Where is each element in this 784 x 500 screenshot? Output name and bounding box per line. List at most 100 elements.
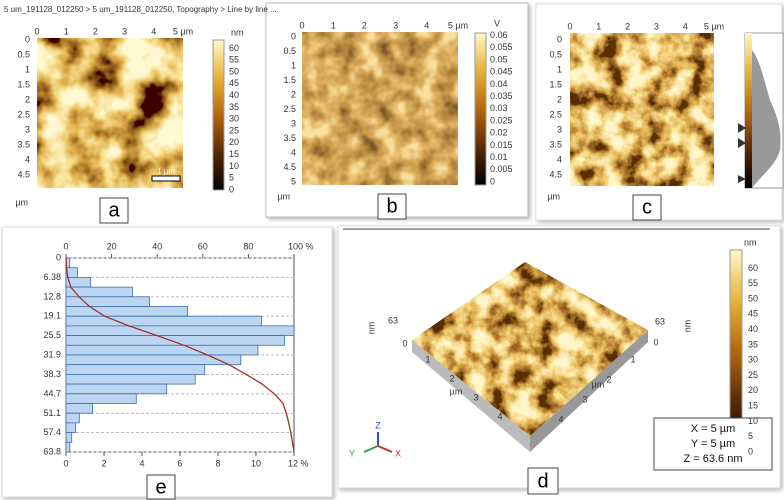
bar [65, 335, 285, 346]
colorbar-tick-label: 40 [748, 324, 758, 334]
label-box [377, 193, 407, 220]
y-tick-label: 63.8 [43, 446, 61, 456]
x-tick-label: 2 [362, 20, 367, 30]
colorbar-tick-label: 0.01 [490, 152, 508, 162]
colorbar-tick-label: 50 [748, 293, 758, 303]
y-tick-label: 2.5 [17, 109, 30, 119]
x-tick-label: 4 [424, 20, 429, 30]
bar [65, 373, 196, 385]
colorbar-tick-label: 0.015 [490, 140, 513, 150]
range-markers [738, 123, 746, 183]
colorbar-unit: V [494, 18, 500, 28]
panel-label: b [386, 195, 397, 217]
y-tick-label: 4.5 [283, 162, 296, 172]
axis-tick-label: 4 [558, 414, 563, 424]
topography-image [37, 38, 183, 188]
colorbar-tick-label: 60 [748, 263, 758, 273]
x-tick-label: 10 [251, 458, 261, 468]
x-tick-label: 2 [101, 458, 106, 468]
colorbar [745, 33, 752, 188]
y-tick-label: 2.5 [283, 104, 296, 114]
bar [65, 344, 259, 356]
axis-tick-label: 2 [449, 373, 454, 383]
z-unit: nm [366, 322, 376, 335]
y-tick-label: 0.5 [17, 49, 30, 59]
bar [65, 422, 76, 433]
colorbar-tick-label: 20 [748, 385, 758, 395]
colorbar-tick-label: 0.045 [490, 67, 513, 77]
x2-tick-label: 40 [152, 241, 162, 251]
label-box [99, 197, 129, 224]
axis-unit: µm [450, 386, 463, 396]
axis-icon-label: Y [349, 448, 355, 458]
panel-label: d [537, 470, 548, 492]
bar [65, 412, 80, 424]
colorbar-tick-label: 0.055 [490, 42, 513, 52]
y-tick-label: 1 [25, 64, 30, 74]
y-tick-label: 4 [25, 154, 30, 164]
panel-label: c [642, 196, 652, 218]
info-line: Z = 63.6 nm [683, 453, 742, 465]
label-box [527, 467, 559, 495]
y-tick-label: 25.5 [43, 330, 61, 340]
bar [65, 364, 206, 375]
colorbar-unit: nm [231, 27, 244, 37]
colorbar-tick-label: 0 [748, 446, 753, 456]
x-tick-label: 1 [64, 26, 69, 36]
x2-tick-label: 80 [243, 241, 253, 251]
y-tick-label: 0 [25, 34, 30, 44]
x-tick-label: 4 [139, 458, 144, 468]
label-box [146, 474, 176, 500]
info-box [653, 417, 773, 471]
file-header: 5 um_191128_012250 > 5 um_191128_012250,… [4, 5, 277, 14]
colorbar-tick-label: 55 [229, 55, 239, 65]
y-tick-label: 2 [25, 94, 30, 104]
axis-tick-label: 3 [473, 392, 478, 402]
colorbar-tick-label: 15 [229, 149, 239, 159]
colorbar-tick-label: 45 [229, 78, 239, 88]
x-tick-label: 2 [625, 21, 630, 31]
colorbar-tick-label: 5 [229, 173, 234, 183]
y-tick-label: 4.5 [549, 169, 562, 179]
x-tick-label: 3 [393, 20, 398, 30]
y-tick-label: 5 [291, 176, 296, 186]
info-line: Y = 5 µm [691, 438, 735, 450]
surface-skirt [530, 330, 648, 452]
axis-unit: µm [592, 379, 605, 389]
colorbar-tick-label: 5 [748, 431, 753, 441]
label-box [632, 194, 662, 221]
y-tick-label: 57.4 [43, 427, 61, 437]
scale-bar [151, 175, 181, 182]
colorbar-tick-label: 0 [229, 184, 234, 194]
y-tick-label: 6.38 [43, 272, 61, 282]
x-tick-label: 8 [215, 458, 220, 468]
cumulative-line [65, 257, 295, 453]
y-tick-label: 1 [291, 60, 296, 70]
y-tick-label: 4 [557, 154, 562, 164]
y-unit: µm [547, 191, 560, 201]
y-tick-label: 3.5 [549, 139, 562, 149]
y-tick-label: 3.5 [283, 133, 296, 143]
y-tick-label: 0 [56, 252, 61, 262]
y-tick-label: 51.1 [43, 408, 61, 418]
panel-label: a [108, 199, 120, 221]
z-zero: 0 [402, 338, 407, 348]
scale-bar-label: 1 µm [157, 167, 175, 176]
x-tick-label: 5 µm [448, 20, 468, 30]
surface-skirt [412, 340, 530, 452]
x-tick-label: 5 µm [173, 26, 193, 36]
colorbar-tick-label: 0.035 [490, 91, 513, 101]
colorbar-tick-label: 30 [229, 114, 239, 124]
y-tick-label: 3 [557, 124, 562, 134]
colorbar-tick-label: 10 [229, 161, 239, 171]
y-tick-label: 1 [557, 64, 562, 74]
axis-tick-label: 3 [582, 394, 587, 404]
y-tick-label: 4.5 [17, 169, 30, 179]
z-max: 63 [388, 315, 398, 325]
topography-image-filtered [570, 33, 714, 186]
colorbar-tick-label: 20 [229, 137, 239, 147]
y-tick-label: 0 [557, 34, 562, 44]
axis-icon-label: Z [375, 420, 381, 430]
colorbar-tick-label: 45 [748, 309, 758, 319]
